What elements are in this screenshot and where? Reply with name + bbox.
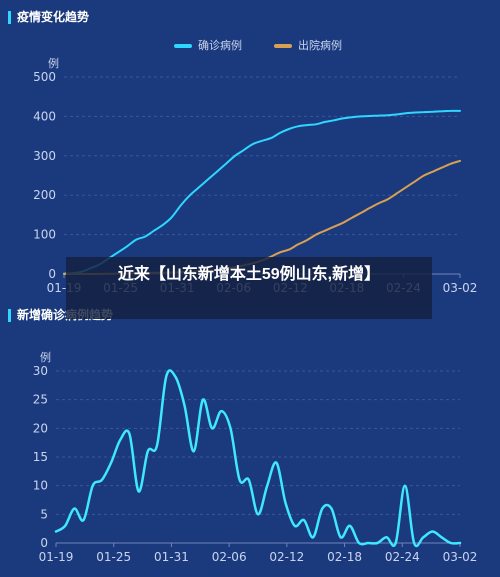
y-unit-label: 例 [48,56,59,70]
legend-swatch [174,44,192,48]
y-tick-label: 0 [40,536,48,550]
y-tick-label: 25 [33,393,48,407]
x-tick-label: 02-18 [327,550,362,564]
x-tick-label: 01-25 [96,550,131,564]
trend-chart: 例010020030040050001-1901-2501-3102-0602-… [33,38,478,295]
x-tick-label: 03-02 [443,550,478,564]
trend-title: 疫情变化趋势 [8,11,89,24]
y-tick-label: 5 [40,507,48,521]
x-tick-label: 02-24 [385,550,420,564]
y-tick-label: 300 [33,149,56,163]
y-tick-label: 20 [33,421,48,435]
y-tick-label: 100 [33,228,56,242]
legend-label: 出院病例 [298,38,342,52]
x-tick-label: 02-12 [269,550,304,564]
y-tick-label: 400 [33,109,56,123]
x-tick-label: 01-19 [39,550,74,564]
y-tick-label: 200 [33,188,56,202]
x-tick-label: 01-31 [154,550,189,564]
y-tick-label: 15 [33,450,48,464]
legend-swatch [274,44,292,48]
series-line-0 [63,109,461,275]
legend-label: 确诊病例 [198,38,242,52]
y-tick-label: 0 [48,267,56,281]
y-tick-label: 30 [33,364,48,378]
trend-panel: 疫情变化趋势 例010020030040050001-1901-2501-310… [8,11,478,295]
x-tick-label: 02-06 [212,550,247,564]
x-tick-label: 03-02 [443,281,478,295]
new-cases-chart: 例 0 5 10 15 20 25 30 01-19 01-25 01-31 02-06 02-12 02… [33,350,478,564]
new-cases-panel: 新增确诊病例趋势 例 0 5 10 15 20 25 30 01-19 01-25 01-31 02-… [0,300,500,577]
y-unit-label: 例 [40,350,51,364]
series-line-0 [54,369,462,548]
headline-overlay: 近来【山东新增本土59例山东,新增】 [66,257,432,319]
y-tick-label: 500 [33,70,56,84]
y-tick-label: 10 [33,479,48,493]
